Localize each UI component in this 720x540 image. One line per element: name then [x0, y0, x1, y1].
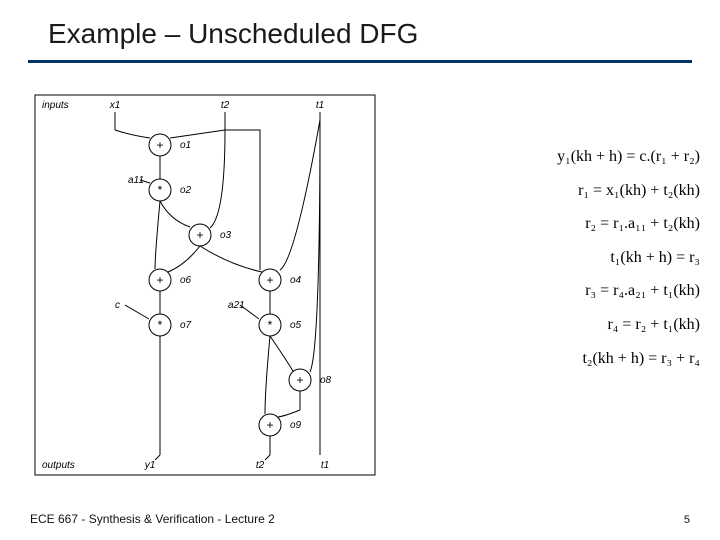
- equations: y₁(kh + h) = c.(r₁ + r₂) r₁ = x₁(kh) + t…: [430, 140, 700, 375]
- svg-text:o1: o1: [180, 140, 191, 151]
- svg-text:+: +: [156, 273, 163, 287]
- page-number: 5: [684, 514, 690, 526]
- svg-text:x1: x1: [109, 100, 121, 111]
- svg-text:o2: o2: [180, 185, 192, 196]
- svg-text:t1: t1: [321, 460, 329, 471]
- eq7: t₂(kh + h) = r₃ + r₄: [430, 342, 700, 376]
- svg-text:o5: o5: [290, 320, 302, 331]
- svg-text:+: +: [266, 418, 273, 432]
- dfg-svg: inputsoutputsx1t2t1y1t2t1a11ca21+o1*o2+o…: [30, 90, 380, 480]
- svg-text:t2: t2: [221, 100, 230, 111]
- svg-text:*: *: [268, 318, 273, 332]
- svg-text:o4: o4: [290, 275, 302, 286]
- svg-text:*: *: [158, 318, 163, 332]
- page-title: Example – Unscheduled DFG: [48, 18, 418, 50]
- svg-text:o7: o7: [180, 320, 192, 331]
- title-underline: [28, 60, 692, 63]
- svg-text:inputs: inputs: [42, 100, 69, 111]
- svg-text:o6: o6: [180, 275, 192, 286]
- svg-text:outputs: outputs: [42, 460, 75, 471]
- svg-text:t1: t1: [316, 100, 324, 111]
- svg-text:a21: a21: [228, 300, 245, 311]
- svg-text:*: *: [158, 183, 163, 197]
- svg-text:o9: o9: [290, 420, 302, 431]
- svg-text:+: +: [196, 228, 203, 242]
- svg-text:o8: o8: [320, 375, 332, 386]
- eq5: r₃ = r₄.a₂₁ + t₁(kh): [430, 274, 700, 308]
- svg-text:o3: o3: [220, 230, 232, 241]
- svg-text:+: +: [296, 373, 303, 387]
- footer-text: ECE 667 - Synthesis & Verification - Lec…: [30, 512, 275, 526]
- dfg-diagram: inputsoutputsx1t2t1y1t2t1a11ca21+o1*o2+o…: [30, 90, 380, 480]
- svg-text:c: c: [115, 300, 120, 311]
- svg-text:t2: t2: [256, 460, 265, 471]
- eq1: y₁(kh + h) = c.(r₁ + r₂): [430, 140, 700, 174]
- svg-text:y1: y1: [144, 460, 156, 471]
- eq2: r₁ = x₁(kh) + t₂(kh): [430, 174, 700, 208]
- eq6: r₄ = r₂ + t₁(kh): [430, 308, 700, 342]
- svg-text:+: +: [266, 273, 273, 287]
- svg-text:+: +: [156, 138, 163, 152]
- eq3: r₂ = r₁.a₁₁ + t₂(kh): [430, 207, 700, 241]
- eq4: t₁(kh + h) = r₃: [430, 241, 700, 275]
